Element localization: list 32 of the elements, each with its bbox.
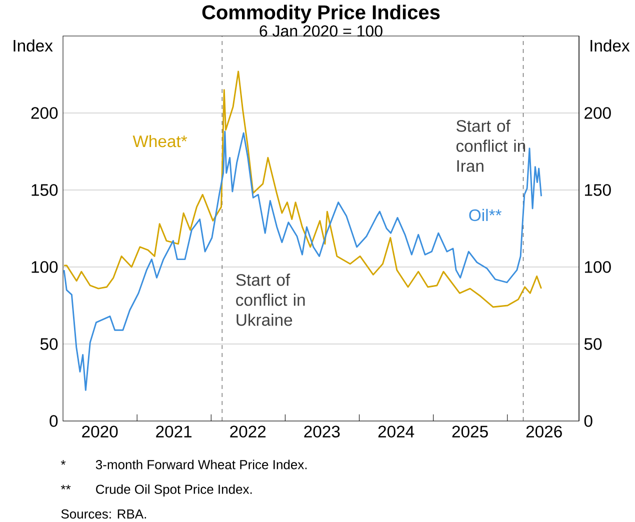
y-tick-label: 0	[50, 415, 58, 427]
y-tick-label: 100	[32, 261, 58, 273]
x-tick-label: 2024	[378, 426, 414, 438]
text: Wheat*	[132, 134, 188, 148]
ref-line-label: Start of conflict in Iran	[456, 120, 526, 172]
ref-line-label: Start of conflict in Ukraine	[236, 274, 305, 326]
x-tick-label: 2025	[452, 426, 488, 438]
text: Crude Oil Spot Price Index.	[96, 484, 252, 496]
y2-tick-label: 150	[585, 184, 611, 196]
y2-tick-label: 0	[584, 415, 592, 427]
line-series	[63, 130, 542, 391]
y2-tick-label: 200	[584, 107, 611, 119]
y2-tick-label: 50	[584, 338, 602, 350]
y-tick-label: 50	[40, 338, 58, 350]
y-axis-title: Index	[14, 39, 53, 52]
y2-tick-label: 100	[585, 261, 611, 273]
x-tick-label: 2026	[526, 426, 562, 438]
x-tick-label: 2022	[230, 426, 266, 438]
x-tick-label: 2021	[156, 426, 192, 438]
x-tick-label: 2023	[304, 426, 340, 438]
line-series	[63, 70, 542, 308]
series-label: Oil**	[469, 208, 502, 222]
chart-subtitle: 6 Jan 2020 = 100	[260, 25, 382, 37]
chart-title: Commodity Price Indices	[202, 4, 440, 24]
source-note: Sources: RBA.	[61, 509, 146, 519]
text: 3-month Forward Wheat Price Index.	[96, 460, 307, 470]
text: **	[60, 484, 71, 490]
y-tick-label: 150	[32, 184, 58, 196]
y2-axis-title: Index	[590, 39, 630, 52]
x-tick-label: 2020	[82, 426, 118, 438]
text: *	[60, 460, 66, 465]
y-tick-label: 200	[31, 107, 58, 119]
